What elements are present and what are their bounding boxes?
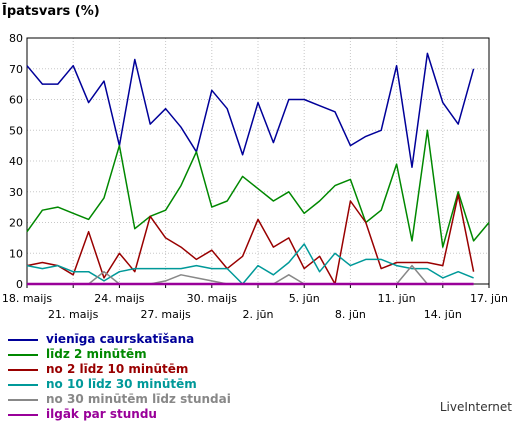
legend-item: vienīga caurskatīšana xyxy=(8,332,308,347)
legend-swatch xyxy=(8,339,38,341)
legend-item: no 10 līdz 30 minūtēm xyxy=(8,377,308,392)
y-tick-label: 0 xyxy=(16,278,23,291)
legend-item: no 2 līdz 10 minūtēm xyxy=(8,362,308,377)
legend-label: no 2 līdz 10 minūtēm xyxy=(46,362,189,376)
x-tick-label: 27. maijs xyxy=(140,308,191,321)
legend-swatch xyxy=(8,399,38,401)
legend-item: ilgāk par stundu xyxy=(8,407,308,422)
chart-title: Īpatsvars (%) xyxy=(2,4,100,19)
legend-label: līdz 2 minūtēm xyxy=(46,347,147,361)
y-tick-label: 20 xyxy=(9,217,23,230)
legend-swatch xyxy=(8,414,38,416)
legend-label: vienīga caurskatīšana xyxy=(46,332,195,346)
y-tick-label: 80 xyxy=(9,32,23,45)
x-tick-label: 17. jūn xyxy=(470,292,508,305)
series-line-4 xyxy=(26,243,474,285)
x-tick-label: 21. maijs xyxy=(48,308,99,321)
series-line-3 xyxy=(26,194,475,285)
legend-swatch xyxy=(8,384,38,386)
y-tick-label: 40 xyxy=(9,155,23,168)
legend-label: no 30 minūtēm līdz stundai xyxy=(46,392,231,406)
y-tick-label: 50 xyxy=(9,124,23,137)
y-tick-label: 70 xyxy=(9,63,23,76)
series-line-2 xyxy=(26,129,490,248)
x-tick-label: 11. jūn xyxy=(378,292,416,305)
chart: 0 10 20 30 40 50 60 70 80 18. maijs 21. maijs 24. m… xyxy=(2,32,508,321)
brand-label: LiveInternet xyxy=(439,400,512,414)
x-tick-label: 18. maijs xyxy=(2,292,53,305)
y-tick-label: 60 xyxy=(9,94,23,107)
legend-swatch xyxy=(8,354,38,356)
legend-label: ilgāk par stundu xyxy=(46,407,157,421)
legend-swatch xyxy=(8,369,38,371)
x-tick-label: 24. maijs xyxy=(94,292,145,305)
series-line-1 xyxy=(26,52,475,168)
x-tick-label: 8. jūn xyxy=(335,308,366,321)
legend-label: no 10 līdz 30 minūtēm xyxy=(46,377,197,391)
legend-item: no 30 minūtēm līdz stundai xyxy=(8,392,308,407)
x-tick-label: 14. jūn xyxy=(424,308,462,321)
x-tick-label: 5. jūn xyxy=(289,292,320,305)
y-tick-label: 30 xyxy=(9,186,23,199)
x-tick-label: 30. maijs xyxy=(187,292,238,305)
y-tick-label: 10 xyxy=(9,247,23,260)
legend-item: līdz 2 minūtēm xyxy=(8,347,308,362)
legend: vienīga caurskatīšana līdz 2 minūtēm no 2 … xyxy=(8,332,308,422)
x-tick-label: 2. jūn xyxy=(243,308,274,321)
